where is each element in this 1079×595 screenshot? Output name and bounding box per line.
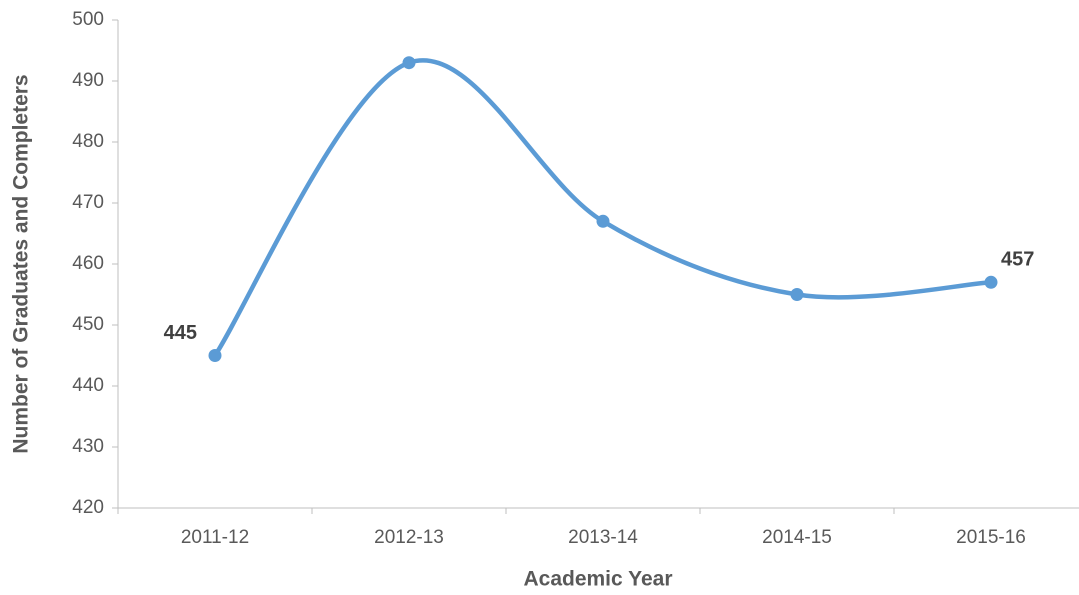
marker	[596, 214, 610, 228]
marker	[984, 275, 998, 289]
x-tick-label: 2012-13	[374, 527, 444, 548]
y-tick-label: 490	[72, 70, 104, 91]
x-tick-label: 2013-14	[568, 527, 638, 548]
y-tick-label: 480	[72, 131, 104, 152]
x-tick-label: 2015-16	[956, 527, 1026, 548]
data-label: 457	[1001, 249, 1034, 271]
y-tick-label: 460	[72, 253, 104, 274]
y-tick-label: 500	[72, 9, 104, 30]
y-tick-label: 470	[72, 192, 104, 213]
x-axis-title: Academic Year	[523, 568, 672, 591]
y-tick-label: 450	[72, 314, 104, 335]
y-tick-label: 430	[72, 436, 104, 457]
y-tick-label: 440	[72, 375, 104, 396]
y-axis-title: Number of Graduates and Completers	[10, 74, 33, 453]
y-tick-label: 420	[72, 497, 104, 518]
x-tick-label: 2011-12	[181, 527, 249, 548]
marker	[208, 349, 222, 362]
marker	[790, 288, 804, 301]
marker	[402, 56, 416, 70]
line	[213, 58, 992, 357]
x-tick-label: 2014-15	[762, 527, 832, 548]
data-label: 445	[164, 322, 197, 344]
